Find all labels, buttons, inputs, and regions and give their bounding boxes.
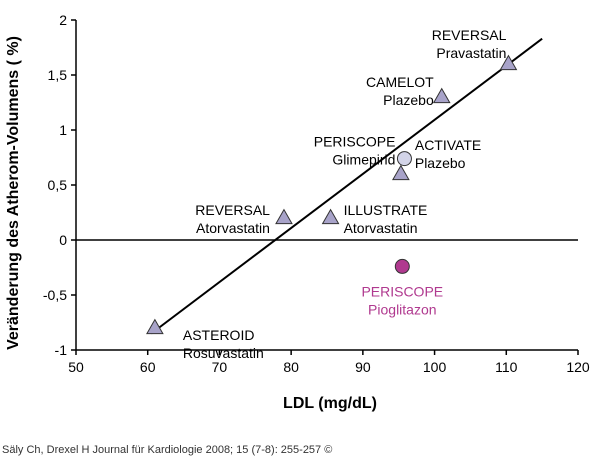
- y-tick-label: -0,5: [43, 287, 67, 303]
- x-tick-label: 70: [212, 359, 228, 375]
- data-point-label: PERISCOPE: [314, 134, 396, 150]
- data-point-label: ILLUSTRATE: [344, 202, 428, 218]
- y-tick-label: -1: [55, 342, 68, 358]
- data-point-circle: [394, 258, 410, 274]
- data-point-label: Pravastatin: [436, 45, 506, 61]
- x-tick-label: 120: [566, 359, 590, 375]
- x-tick-label: 90: [355, 359, 371, 375]
- chart: 50 60 70 80 90 100 110 120 2 1,5 1 0,5 0 -0,5 -1 ASTERO…: [5, 12, 590, 412]
- source-caption: Säly Ch, Drexel H Journal für Kardiologi…: [2, 444, 333, 456]
- x-tick-label: 80: [283, 359, 299, 375]
- x-tick-label: 50: [68, 359, 84, 375]
- data-point-label: Rosuvastatin: [183, 345, 264, 361]
- x-tick-label: 110: [495, 359, 518, 375]
- data-point-label: Plazebo: [383, 92, 434, 108]
- y-tick-label: 0: [59, 232, 67, 248]
- data-point-label: Plazebo: [415, 155, 466, 171]
- data-point-circle: [396, 151, 412, 167]
- plot-area: 50 60 70 80 90 100 110 120 2 1,5 1 0,5 0 -0,5 -1 ASTERO…: [43, 12, 590, 375]
- data-point-label: ASTEROID: [183, 327, 255, 343]
- y-tick-label: 1: [59, 122, 67, 138]
- data-point-label: Pioglitazon: [368, 301, 437, 317]
- data-point-label: PERISCOPE: [361, 283, 443, 299]
- trend-line: [150, 37, 543, 335]
- data-point-triangle: [432, 87, 451, 104]
- x-axis-title: LDL (mg/dL): [283, 395, 377, 412]
- data-point-label: Glimepirid: [332, 152, 395, 168]
- data-point-label: REVERSAL: [432, 27, 507, 43]
- x-tick-label: 60: [140, 359, 156, 375]
- x-tick-label: 100: [423, 359, 447, 375]
- data-point-triangle: [275, 208, 293, 225]
- data-point-label: Atorvastatin: [196, 220, 270, 236]
- y-axis-title: Veränderung des Atherom-Volumens ( %): [5, 36, 22, 350]
- data-point-triangle: [321, 208, 340, 225]
- y-tick-label: 1,5: [48, 67, 68, 83]
- data-point-label: CAMELOT: [366, 74, 434, 90]
- data-point-triangle: [146, 318, 164, 335]
- y-tick-label: 2: [59, 12, 67, 28]
- data-point-triangle: [392, 164, 410, 181]
- data-point-label: ACTIVATE: [415, 137, 481, 153]
- data-point-label: Atorvastatin: [344, 220, 418, 236]
- data-point-label: REVERSAL: [195, 202, 270, 218]
- data-point-triangle: [499, 54, 518, 71]
- y-tick-label: 0,5: [48, 177, 68, 193]
